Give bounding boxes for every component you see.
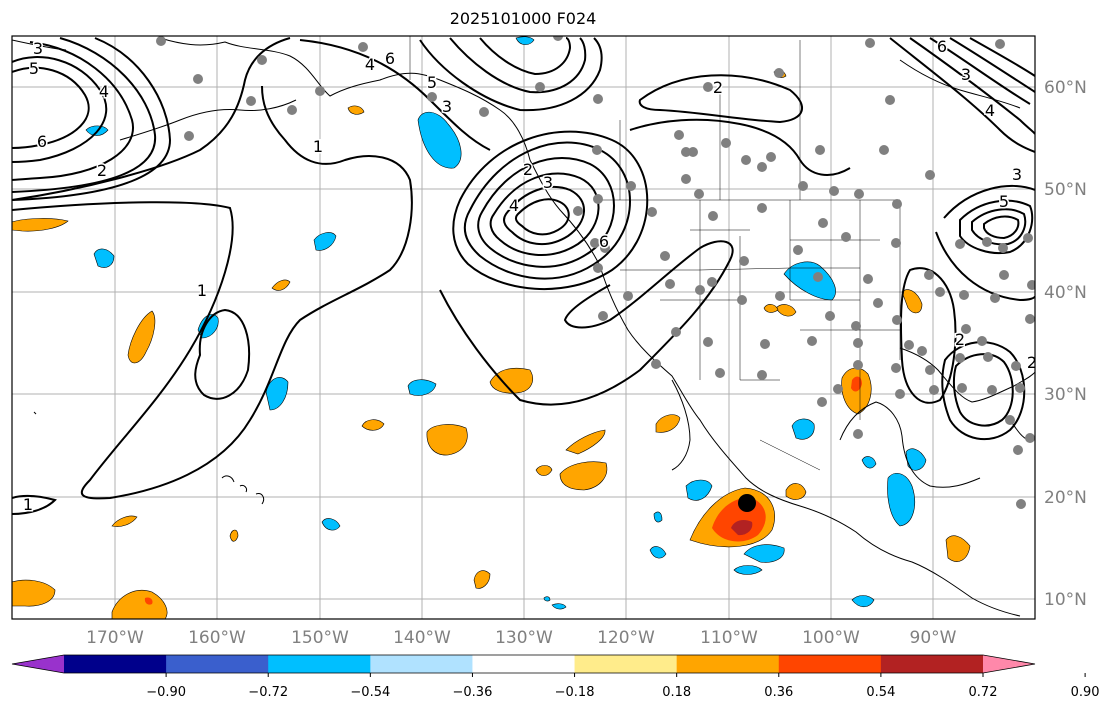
contour-lines xyxy=(12,37,1035,515)
colorbar-tick-labels: −0.90 −0.72 −0.54 −0.36 −0.18 0.18 0.36 0.54 0.7… xyxy=(146,673,1100,700)
colorbar-tick-label: 0.36 xyxy=(764,685,793,700)
latitude-label: 50°N xyxy=(1044,180,1087,200)
contour-label: 3 xyxy=(543,173,553,192)
colorbar-extend-high xyxy=(983,655,1035,673)
negative-anomaly-shading xyxy=(85,36,927,610)
contour-label: 1 xyxy=(197,281,207,300)
contour-label: 4 xyxy=(509,196,519,215)
colorbar-tick-label: 0.90 xyxy=(1071,685,1100,700)
colorbar-outline xyxy=(11,654,1036,674)
contour-label: 2 xyxy=(955,330,965,349)
latitude-label: 10°N xyxy=(1044,590,1087,610)
colorbar-segment xyxy=(676,655,780,673)
map-title: 2025101000 F024 xyxy=(449,9,597,28)
latitude-label: 60°N xyxy=(1044,78,1087,98)
colorbar-segment xyxy=(880,655,984,673)
colorbar-segment xyxy=(472,655,576,673)
colorbar-segment xyxy=(370,655,473,673)
contour-label: 6 xyxy=(37,132,47,151)
contour-label: 2 xyxy=(713,78,723,97)
longitude-label: 170°W xyxy=(86,628,144,648)
longitude-label: 110°W xyxy=(700,628,758,648)
contour-label: 4 xyxy=(365,55,375,74)
station-markers xyxy=(156,36,1035,509)
colorbar-tick-label: −0.36 xyxy=(453,685,493,700)
contour-label: 5 xyxy=(999,192,1009,211)
longitude-label: 100°W xyxy=(802,628,860,648)
contour-label: 2 xyxy=(97,161,107,180)
contour-label: 3 xyxy=(1012,165,1022,184)
colorbar-segment xyxy=(166,655,269,673)
colorbar-tick-label: −0.72 xyxy=(248,685,288,700)
longitude-label: 120°W xyxy=(597,628,655,648)
contour-label: 6 xyxy=(937,37,947,56)
contour-label: 5 xyxy=(427,73,437,92)
colorbar xyxy=(11,654,1036,674)
colorbar-tick-label: 0.72 xyxy=(969,685,998,700)
colorbar-tick-label: 0.18 xyxy=(662,685,691,700)
contour-label: 3 xyxy=(33,39,43,58)
contour-label: 3 xyxy=(961,65,971,84)
colorbar-extend-low xyxy=(12,655,64,673)
longitude-label: 140°W xyxy=(393,628,451,648)
contour-label: 2 xyxy=(1027,353,1037,372)
colorbar-tick-label: 0.54 xyxy=(866,685,895,700)
colorbar-segment xyxy=(778,655,882,673)
longitude-label: 160°W xyxy=(188,628,246,648)
longitude-label: 90°W xyxy=(910,628,957,648)
contour-label: 4 xyxy=(99,82,109,101)
contour-label: 6 xyxy=(385,49,395,68)
political-boundaries xyxy=(409,36,901,471)
longitude-labels: 170°W 160°W 150°W 140°W 130°W 120°W 110°W 100°W… xyxy=(86,628,957,648)
contour-label: 2 xyxy=(523,160,533,179)
latitude-labels: 60°N 50°N 40°N 30°N 20°N 10°N xyxy=(1044,78,1087,610)
colorbar-tick-label: −0.90 xyxy=(146,685,186,700)
contour-label: 1 xyxy=(23,495,33,514)
contour-label: 4 xyxy=(985,101,995,120)
colorbar-segment xyxy=(268,655,371,673)
longitude-label: 130°W xyxy=(495,628,553,648)
latitude-label: 40°N xyxy=(1044,283,1087,303)
colorbar-segment xyxy=(64,655,167,673)
latitude-label: 30°N xyxy=(1044,385,1087,405)
colorbar-tick-label: −0.18 xyxy=(555,685,595,700)
latitude-label: 20°N xyxy=(1044,488,1087,508)
colorbar-tick-label: −0.54 xyxy=(350,685,390,700)
contour-label: 6 xyxy=(599,232,609,251)
longitude-label: 150°W xyxy=(291,628,349,648)
storm-center-marker xyxy=(738,494,756,512)
contour-label: 5 xyxy=(29,59,39,78)
contour-label: 1 xyxy=(313,137,323,156)
contour-label: 3 xyxy=(442,97,452,116)
map-frame xyxy=(11,35,1036,620)
colorbar-segment xyxy=(574,655,678,673)
